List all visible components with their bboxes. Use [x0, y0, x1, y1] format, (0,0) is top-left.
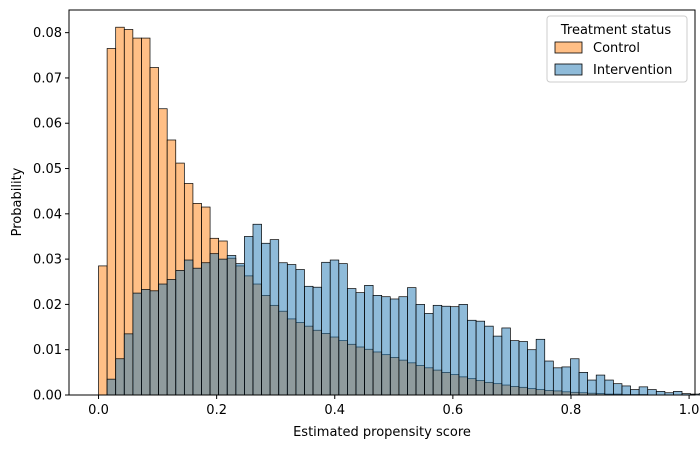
intervention-bar [639, 387, 648, 395]
intervention-bar [279, 263, 288, 395]
intervention-bar [433, 305, 442, 395]
intervention-bar [596, 375, 605, 395]
intervention-bar [579, 372, 588, 395]
intervention-bar [176, 270, 185, 395]
intervention-bar [416, 304, 425, 395]
legend: Treatment status Control Intervention [547, 16, 687, 82]
intervention-bar [253, 224, 262, 395]
intervention-bar [425, 313, 434, 395]
control-bar [107, 49, 116, 396]
intervention-bar [459, 304, 468, 395]
intervention-bar [296, 270, 305, 395]
intervention-bar [502, 328, 511, 395]
intervention-bar [648, 390, 657, 395]
intervention-bar [450, 307, 459, 395]
control-bar [99, 266, 108, 395]
intervention-bar [673, 391, 682, 395]
intervention-bar [562, 367, 571, 395]
control-bar [116, 27, 125, 395]
legend-label-intervention: Intervention [593, 63, 672, 78]
intervention-bar [184, 260, 193, 395]
intervention-bar [528, 350, 537, 395]
intervention-bar [236, 264, 245, 395]
intervention-bar [107, 379, 116, 395]
intervention-bar [605, 380, 614, 395]
legend-swatch-control [555, 42, 582, 53]
intervention-bar [519, 342, 528, 395]
y-tick-label: 0.04 [33, 207, 62, 222]
intervention-bar [219, 259, 228, 395]
intervention-bar [150, 291, 159, 395]
legend-title: Treatment status [560, 23, 671, 38]
x-tick-label: 0.2 [206, 403, 227, 418]
intervention-bar [202, 263, 211, 395]
intervention-bar [613, 384, 622, 395]
intervention-bar [210, 254, 219, 395]
y-tick-label: 0.08 [33, 26, 62, 41]
intervention-bar [244, 236, 253, 395]
intervention-bar [304, 286, 313, 395]
x-tick-label: 0.6 [443, 403, 464, 418]
intervention-bar [141, 289, 150, 395]
intervention-bar [116, 359, 125, 395]
intervention-bar [339, 264, 348, 395]
x-tick-label: 1.0 [679, 403, 700, 418]
y-tick-label: 0.06 [33, 117, 62, 132]
intervention-bar [510, 341, 519, 395]
legend-swatch-intervention [555, 64, 582, 75]
intervention-bar [373, 295, 382, 395]
intervention-bar [262, 243, 271, 395]
intervention-bar [390, 299, 399, 395]
x-axis-label: Estimated propensity score [293, 425, 471, 440]
y-tick-label: 0.05 [33, 162, 62, 177]
intervention-bar [270, 240, 279, 395]
intervention-bar [631, 390, 640, 395]
x-tick-label: 0.4 [324, 403, 345, 418]
intervention-bar [545, 361, 554, 395]
intervention-bar [167, 280, 176, 396]
y-tick-label: 0.00 [33, 389, 62, 404]
intervention-bar [124, 334, 133, 395]
intervention-bar [570, 359, 579, 395]
intervention-bar [287, 265, 296, 395]
intervention-bar [588, 380, 597, 395]
legend-label-control: Control [593, 41, 640, 56]
x-tick-label: 0.8 [561, 403, 582, 418]
intervention-bar [227, 255, 236, 395]
y-tick-label: 0.01 [33, 343, 62, 358]
y-tick-label: 0.07 [33, 71, 62, 86]
intervention-bar [399, 297, 408, 395]
intervention-bar [159, 284, 168, 395]
intervention-bar [133, 293, 142, 395]
intervention-bar [407, 288, 416, 395]
y-tick-label: 0.03 [33, 253, 62, 268]
intervention-bar [656, 391, 665, 395]
intervention-bar [356, 293, 365, 395]
y-axis-label: Probability [10, 167, 25, 236]
intervention-bar [347, 289, 356, 395]
intervention-bar [476, 321, 485, 395]
intervention-bar [365, 285, 374, 395]
intervention-bar [442, 306, 451, 395]
intervention-bar [485, 326, 494, 395]
y-tick-label: 0.02 [33, 298, 62, 313]
intervention-bar [493, 336, 502, 395]
intervention-bar [622, 386, 631, 395]
intervention-bar [193, 268, 202, 395]
intervention-bar [536, 339, 545, 395]
intervention-bar [330, 260, 339, 395]
intervention-bar [553, 368, 562, 395]
intervention-bar [313, 287, 322, 395]
intervention-bar [382, 297, 391, 395]
x-tick-label: 0.0 [88, 403, 109, 418]
intervention-bar [468, 320, 477, 395]
intervention-bar [322, 262, 331, 395]
